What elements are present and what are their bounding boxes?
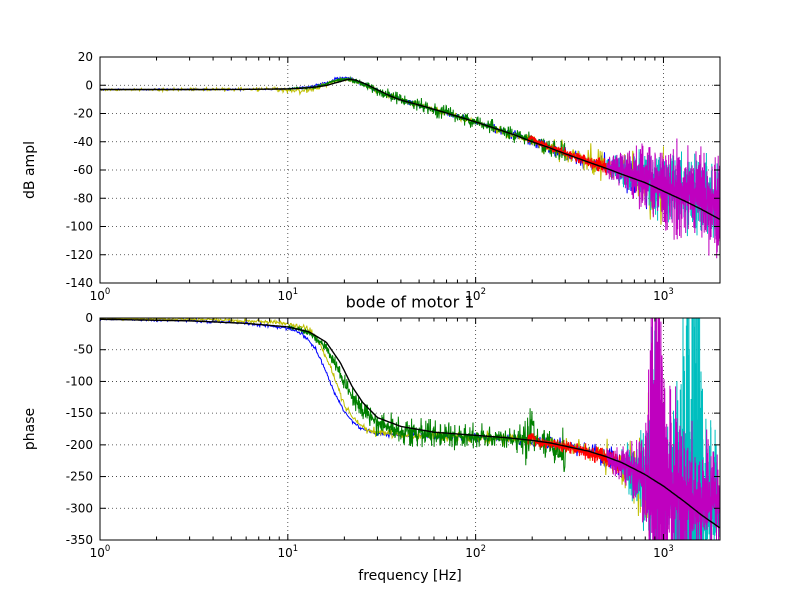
y-tick-label: -100 [66, 374, 93, 388]
series-measurement-green [287, 75, 566, 162]
x-tick-label: 103 [653, 287, 674, 303]
y-tick-label: -20 [73, 107, 93, 121]
x-tick-label: 101 [277, 287, 298, 303]
x-tick-label: 102 [465, 287, 486, 303]
series-model-fit-black [100, 78, 720, 221]
x-tick-label: 101 [277, 544, 298, 560]
y-tick-label: -50 [73, 343, 93, 357]
y-tick-label: -250 [66, 470, 93, 484]
y-tick-label: -200 [66, 438, 93, 452]
y-tick-label: -80 [73, 191, 93, 205]
y-tick-label: 0 [85, 311, 93, 325]
plot-title: bode of motor 1 [345, 292, 475, 312]
y-tick-label: -60 [73, 163, 93, 177]
y-tick-label: -350 [66, 533, 93, 547]
series-model-fit-black [100, 318, 720, 529]
series-measurement-magenta [606, 138, 720, 259]
y-tick-label: 0 [85, 78, 93, 92]
x-tick-label: 100 [90, 287, 111, 303]
series-measurement-blue [100, 76, 664, 210]
y-tick-label: -120 [66, 248, 93, 262]
x-tick-label: 100 [90, 544, 111, 560]
series-measurement-yellow [100, 318, 664, 540]
series-measurement-magenta [606, 318, 720, 540]
y-tick-label: 20 [78, 50, 93, 64]
x-tick-label: 102 [465, 544, 486, 560]
axes-frame [99, 317, 721, 541]
y-tick-label: -300 [66, 501, 93, 515]
y-tick-label: -100 [66, 220, 93, 234]
phase-y-axis-label: phase [22, 407, 38, 451]
magnitude-y-axis-label: dB ampl [22, 141, 38, 199]
x-tick-label: 103 [653, 544, 674, 560]
y-tick-label: -40 [73, 135, 93, 149]
y-tick-label: -140 [66, 276, 93, 290]
series-measurement-blue [100, 318, 664, 510]
series-measurement-green [287, 325, 566, 473]
y-tick-label: -150 [66, 406, 93, 420]
x-axis-label: frequency [Hz] [358, 568, 462, 584]
